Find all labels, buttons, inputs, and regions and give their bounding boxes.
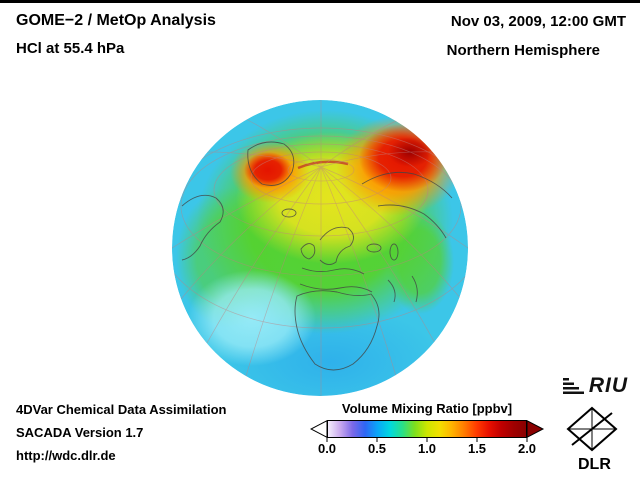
riu-logo: RIU [552, 372, 628, 400]
dlr-logo-icon [566, 406, 618, 452]
colorbar-tick-label: 1.0 [417, 441, 437, 456]
colorbar-tick-label: 0.5 [367, 441, 387, 456]
top-border-line [0, 0, 640, 3]
colorbar-tick-mark [326, 437, 328, 442]
colorbar-over-arrow-svg [527, 420, 545, 438]
riu-logo-text: RIU [588, 374, 628, 397]
dlr-logo: DLR [560, 405, 624, 475]
datetime-label: Nov 03, 2009, 12:00 GMT [450, 13, 626, 30]
dlr-logo-text: DLR [578, 456, 611, 473]
colorbar-under-arrow-svg [310, 420, 328, 438]
colorbar-tick-label: 2.0 [517, 441, 537, 456]
species-level-title: HCl at 55.4 hPa [16, 40, 125, 57]
riu-logo-icon [562, 378, 584, 394]
colorbar-tick-mark [476, 437, 478, 442]
colorbar-tick-mark [376, 437, 378, 442]
coastlines [181, 141, 453, 371]
colorbar-tick-labels: 0.0 0.5 1.0 1.5 2.0 [318, 441, 536, 457]
hemisphere-label: Northern Hemisphere [446, 42, 600, 59]
colorbar-tick-marks [326, 437, 528, 442]
website-url-label: http://wdc.dlr.de [16, 448, 116, 463]
colorbar-under-arrow [310, 420, 328, 438]
graticule [172, 100, 468, 396]
colorbar-title: Volume Mixing Ratio [ppbv] [341, 401, 513, 416]
colorbar-gradient [327, 420, 527, 438]
assimilation-label: 4DVar Chemical Data Assimilation [16, 402, 227, 417]
colorbar-tick-label: 1.5 [467, 441, 487, 456]
colorbar-tick-mark [526, 437, 528, 442]
colorbar-tick-mark [426, 437, 428, 442]
colorbar-tick-label: 0.0 [317, 441, 337, 456]
version-label: SACADA Version 1.7 [16, 425, 144, 440]
analysis-title: GOME−2 / MetOp Analysis [16, 12, 216, 29]
colorbar-over-arrow [527, 420, 545, 438]
